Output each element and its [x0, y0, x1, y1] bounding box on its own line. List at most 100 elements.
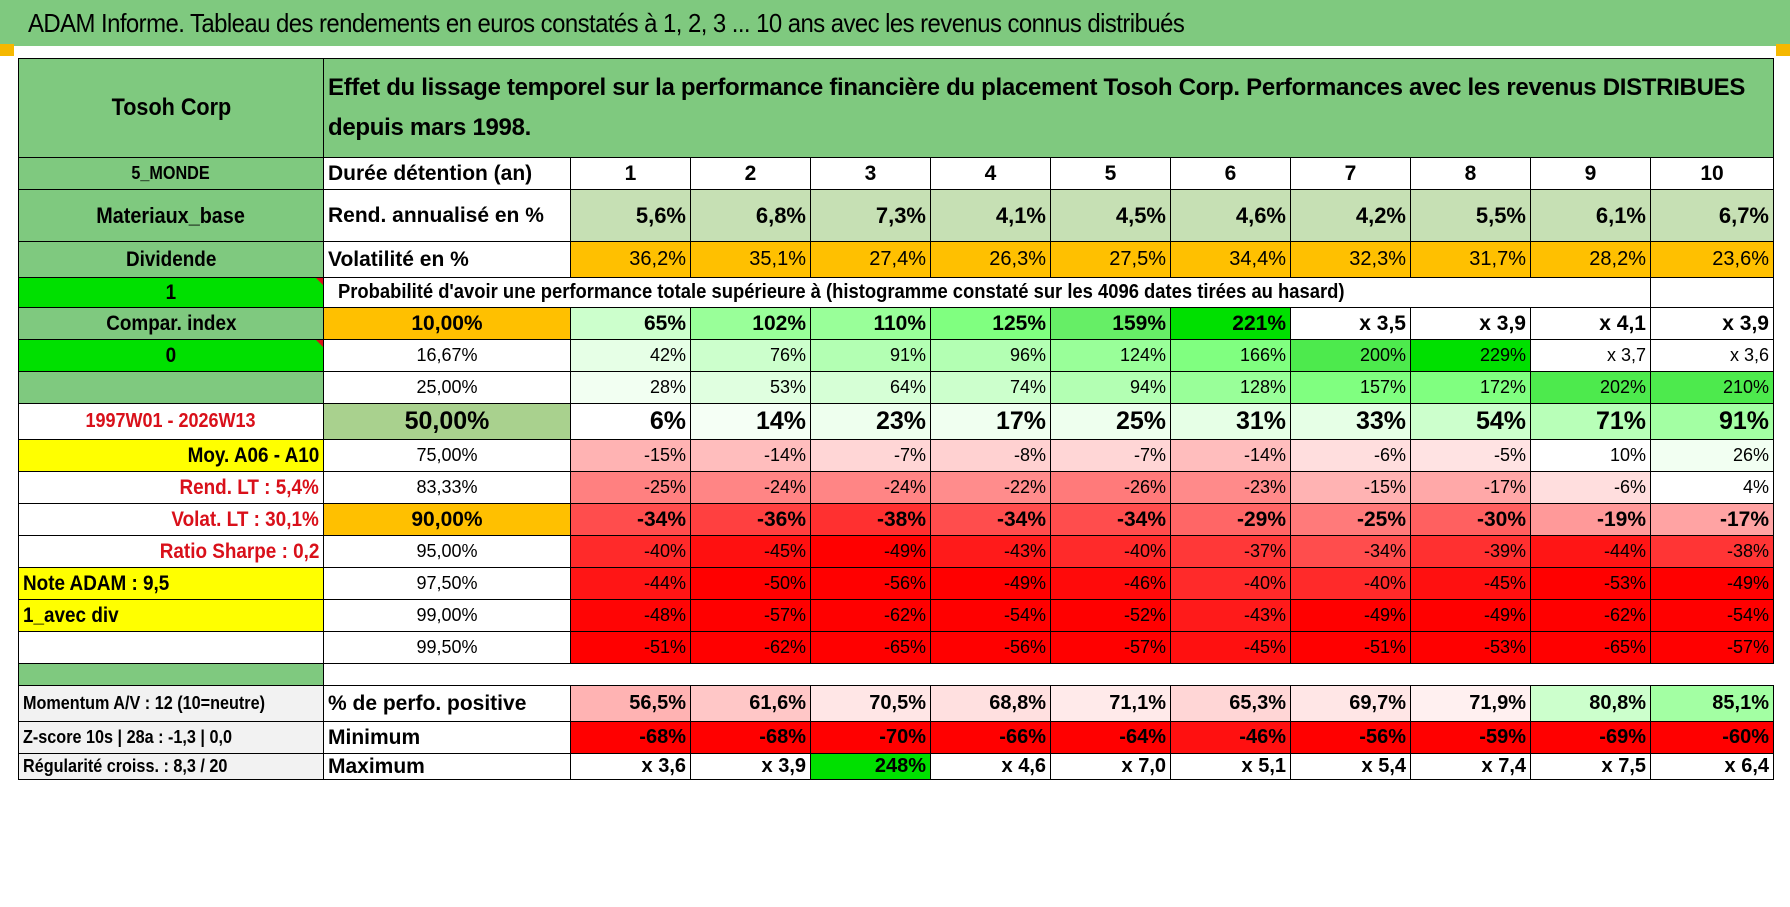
probability-value-text: -53%: [1603, 573, 1646, 593]
probability-value: 91%: [811, 340, 931, 372]
probability-value: -25%: [571, 472, 691, 504]
probability-value-text: 64%: [889, 377, 926, 397]
summary-value-text: -70%: [879, 726, 926, 748]
summary-value-text: 65,3%: [1229, 692, 1286, 714]
probability-value-text: -38%: [876, 507, 926, 531]
probability-threshold: 95,00%: [324, 536, 571, 568]
probability-value: -52%: [1051, 600, 1171, 632]
probability-value-text: -53%: [1483, 637, 1526, 657]
probability-value: 96%: [931, 340, 1051, 372]
probability-threshold: 50,00%: [324, 404, 571, 440]
probability-value: -37%: [1171, 536, 1291, 568]
stat-value: 35,1%: [691, 242, 811, 278]
stat-value-text: 31,7%: [1469, 248, 1526, 270]
left-panel-cell: Note ADAM : 9,5: [18, 568, 324, 600]
left-panel-cell-text: Z-score 10s | 28a : -1,3 | 0,0: [23, 727, 232, 747]
probability-value-text: -40%: [643, 541, 686, 561]
corner-marker-left: [0, 44, 14, 56]
probability-value-text: 23%: [875, 407, 926, 435]
year-header-text: 10: [1700, 161, 1724, 185]
probability-value: -34%: [1051, 504, 1171, 536]
probability-value-text: -56%: [1003, 637, 1046, 657]
probability-value: -65%: [811, 632, 931, 664]
probability-value: -44%: [1531, 536, 1651, 568]
summary-value: 65,3%: [1171, 686, 1291, 722]
probability-value: 6%: [571, 404, 691, 440]
probability-value: -14%: [1171, 440, 1291, 472]
probability-value-text: 53%: [769, 377, 806, 397]
year-header-text: 8: [1464, 161, 1477, 185]
year-header-text: 6: [1224, 161, 1237, 185]
left-panel-cell: 1: [18, 278, 324, 308]
summary-value: x 3,9: [691, 754, 811, 780]
probability-value: -65%: [1531, 632, 1651, 664]
probability-value: 124%: [1051, 340, 1171, 372]
left-panel-cell: Tosoh Corp: [18, 58, 324, 158]
left-panel-cell-text: Momentum A/V : 12 (10=neutre): [23, 693, 266, 713]
probability-value-text: -48%: [643, 605, 686, 625]
probability-value: 26%: [1651, 440, 1774, 472]
left-panel-cell-text: Compar. index: [105, 311, 237, 335]
probability-value: -39%: [1411, 536, 1531, 568]
probability-value: 125%: [931, 308, 1051, 340]
probability-value-text: -40%: [1363, 573, 1406, 593]
probability-threshold-text: 75,00%: [416, 445, 478, 465]
left-panel-cell: 5_MONDE: [18, 158, 324, 190]
probability-threshold-text: 10,00%: [411, 311, 483, 335]
stat-value-text: 34,4%: [1229, 248, 1286, 270]
summary-value-text: -66%: [999, 726, 1046, 748]
probability-value: -43%: [1171, 600, 1291, 632]
summary-value: 56,5%: [571, 686, 691, 722]
probability-value: x 3,5: [1291, 308, 1411, 340]
probability-value-text: 71%: [1595, 407, 1646, 435]
stat-value-text: 35,1%: [749, 248, 806, 270]
summary-value-text: 56,5%: [629, 692, 686, 714]
left-panel-cell-text: Materiaux_base: [96, 202, 246, 228]
duration-label: Durée détention (an): [324, 158, 571, 190]
probability-value: -15%: [571, 440, 691, 472]
summary-value: 70,5%: [811, 686, 931, 722]
summary-value: -69%: [1531, 722, 1651, 754]
probability-value: -19%: [1531, 504, 1651, 536]
left-panel-cell-text: 1: [165, 280, 177, 304]
stat-value-text: 7,3%: [875, 202, 926, 228]
left-panel-cell: Materiaux_base: [18, 190, 324, 242]
probability-value-text: -57%: [1726, 637, 1769, 657]
summary-value: 61,6%: [691, 686, 811, 722]
summary-label: Maximum: [324, 754, 571, 780]
probability-threshold-text: 25,00%: [416, 377, 478, 397]
probability-value: 229%: [1411, 340, 1531, 372]
probability-value: -17%: [1651, 504, 1774, 536]
summary-value: x 7,5: [1531, 754, 1651, 780]
probability-value: -26%: [1051, 472, 1171, 504]
probability-value: 17%: [931, 404, 1051, 440]
probability-value: 28%: [571, 372, 691, 404]
summary-value: 248%: [811, 754, 931, 780]
summary-value: 71,1%: [1051, 686, 1171, 722]
probability-value-text: x 4,1: [1599, 311, 1646, 335]
year-header: 8: [1411, 158, 1531, 190]
summary-value: x 6,4: [1651, 754, 1774, 780]
probability-value: x 3,7: [1531, 340, 1651, 372]
probability-value-text: -39%: [1483, 541, 1526, 561]
probability-value: -49%: [811, 536, 931, 568]
probability-value: -34%: [931, 504, 1051, 536]
left-panel-cell-text: Rend. LT : 5,4%: [179, 475, 319, 499]
stat-value: 28,2%: [1531, 242, 1651, 278]
probability-value-text: 76%: [769, 345, 806, 365]
probability-value: -29%: [1171, 504, 1291, 536]
stat-value: 6,8%: [691, 190, 811, 242]
probability-value: 94%: [1051, 372, 1171, 404]
summary-value-text: -68%: [639, 726, 686, 748]
duration-label-text: Durée détention (an): [328, 161, 533, 185]
probability-threshold: 10,00%: [324, 308, 571, 340]
probability-value: -34%: [571, 504, 691, 536]
stat-value-text: 23,6%: [1712, 248, 1769, 270]
summary-value-text: -56%: [1359, 726, 1406, 748]
left-panel-cell: 1_avec div: [18, 600, 324, 632]
probability-value-text: 74%: [1009, 377, 1046, 397]
probability-value: x 3,6: [1651, 340, 1774, 372]
probability-value-text: 4%: [1742, 477, 1769, 497]
probability-value-text: -23%: [1243, 477, 1286, 497]
probability-threshold-text: 99,00%: [416, 605, 478, 625]
